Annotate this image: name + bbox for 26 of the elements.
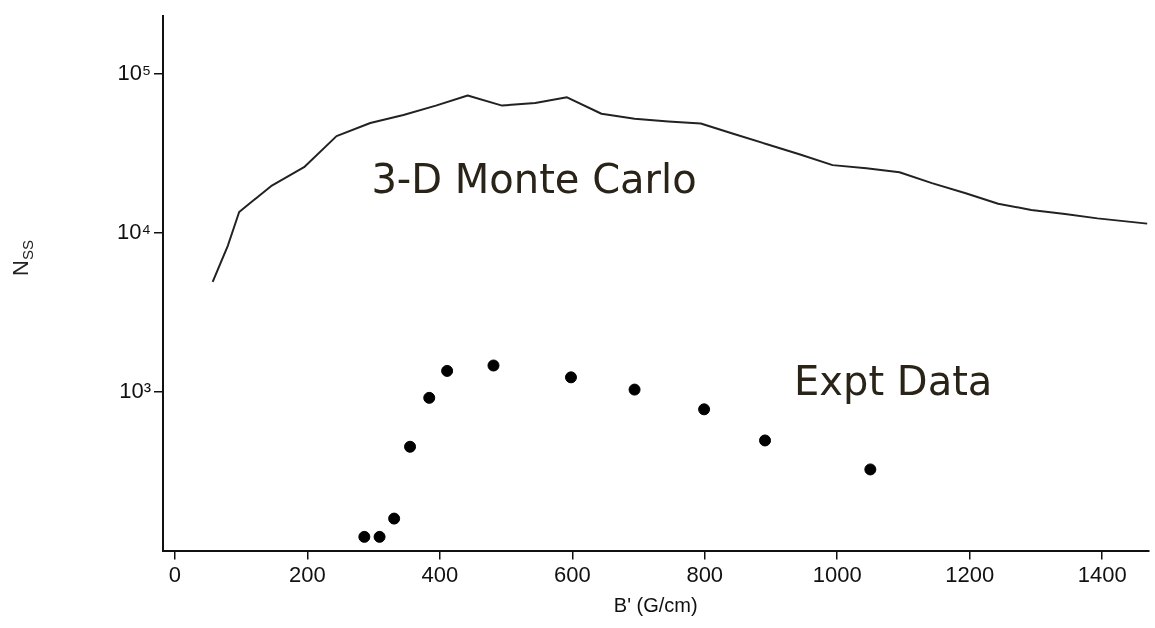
- point: [373, 530, 386, 543]
- point: [628, 383, 641, 396]
- x-tick-label: 1400: [1077, 561, 1127, 587]
- series-label: Expt Data: [794, 357, 993, 404]
- x-tick-label: 1200: [945, 561, 995, 587]
- point: [358, 530, 371, 543]
- point: [487, 359, 500, 372]
- point: [404, 440, 417, 453]
- point: [388, 512, 401, 525]
- y-tick-label: 10⁵: [117, 59, 151, 85]
- x-tick-label: 400: [421, 561, 459, 587]
- y-tick-label: 10⁴: [117, 218, 151, 244]
- point: [759, 434, 772, 447]
- point: [698, 403, 711, 416]
- x-tick-label: 200: [289, 561, 326, 587]
- point: [864, 463, 877, 476]
- point: [564, 371, 577, 384]
- point: [423, 391, 436, 404]
- x-axis-title: B' (G/cm): [613, 593, 698, 616]
- x-tick-label: 600: [553, 561, 591, 587]
- point: [441, 364, 454, 377]
- series-label: 3-D Monte Carlo: [371, 156, 697, 203]
- x-tick-label: 800: [686, 561, 724, 587]
- x-tick-label: 1000: [812, 561, 862, 587]
- y-tick-label: 10³: [119, 377, 151, 403]
- x-tick-label: 0: [168, 561, 182, 587]
